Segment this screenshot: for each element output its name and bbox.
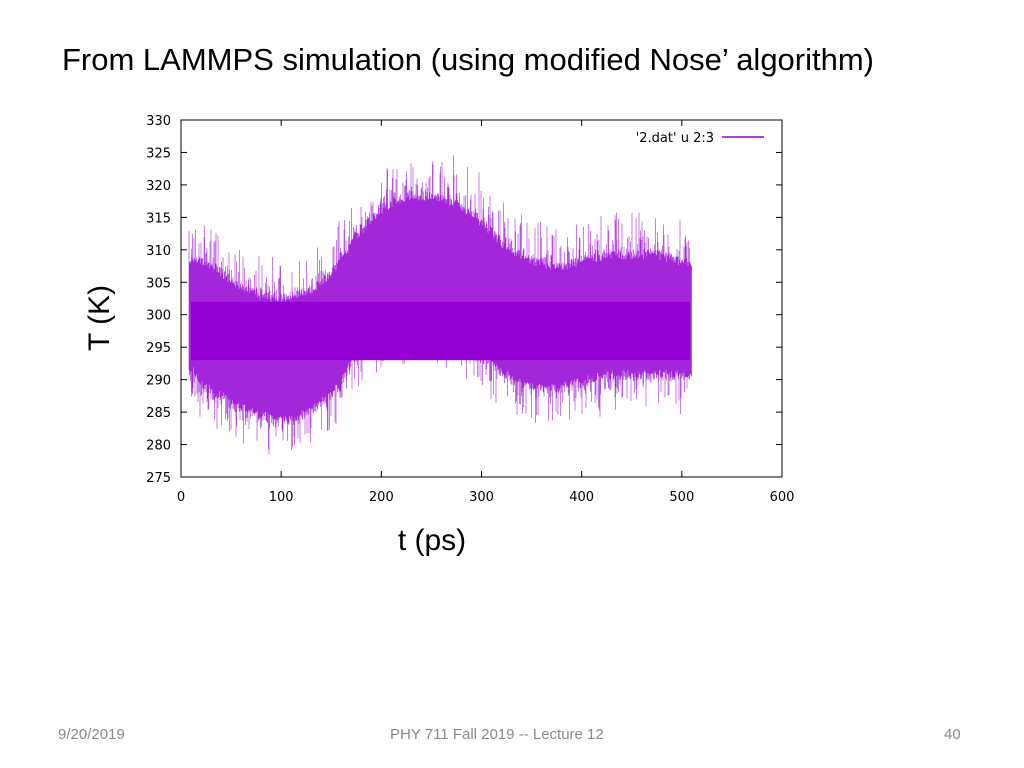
y-tick-label: 285	[146, 406, 171, 421]
data-series-core	[191, 301, 690, 361]
y-tick-label: 315	[146, 211, 171, 226]
slide-title: From LAMMPS simulation (using modified N…	[62, 42, 875, 77]
x-axis-label: t (ps)	[397, 524, 467, 557]
footer-date: 9/20/2019	[58, 726, 125, 743]
y-axis-label: T (K)	[83, 284, 116, 352]
y-tick-label: 295	[146, 341, 171, 356]
x-tick-label: 400	[569, 490, 594, 505]
page-number: 40	[944, 726, 961, 743]
y-tick-label: 290	[146, 374, 171, 389]
x-tick-label: 200	[369, 490, 394, 505]
y-tick-label: 300	[146, 309, 171, 324]
y-tick-label: 305	[146, 276, 171, 291]
y-tick-label: 330	[146, 114, 171, 129]
x-tick-label: 300	[469, 490, 494, 505]
footer-course: PHY 711 Fall 2019 -- Lecture 12	[390, 726, 604, 743]
y-tick-label: 310	[146, 244, 171, 259]
y-tick-label: 320	[146, 179, 171, 194]
y-tick-label: 325	[146, 146, 171, 161]
x-tick-label: 0	[177, 490, 185, 505]
y-tick-label: 275	[146, 471, 171, 486]
legend-label: '2.dat' u 2:3	[636, 131, 714, 146]
x-tick-label: 600	[770, 490, 795, 505]
x-tick-label: 100	[269, 490, 294, 505]
y-tick-label: 280	[146, 439, 171, 454]
x-tick-label: 500	[669, 490, 694, 505]
